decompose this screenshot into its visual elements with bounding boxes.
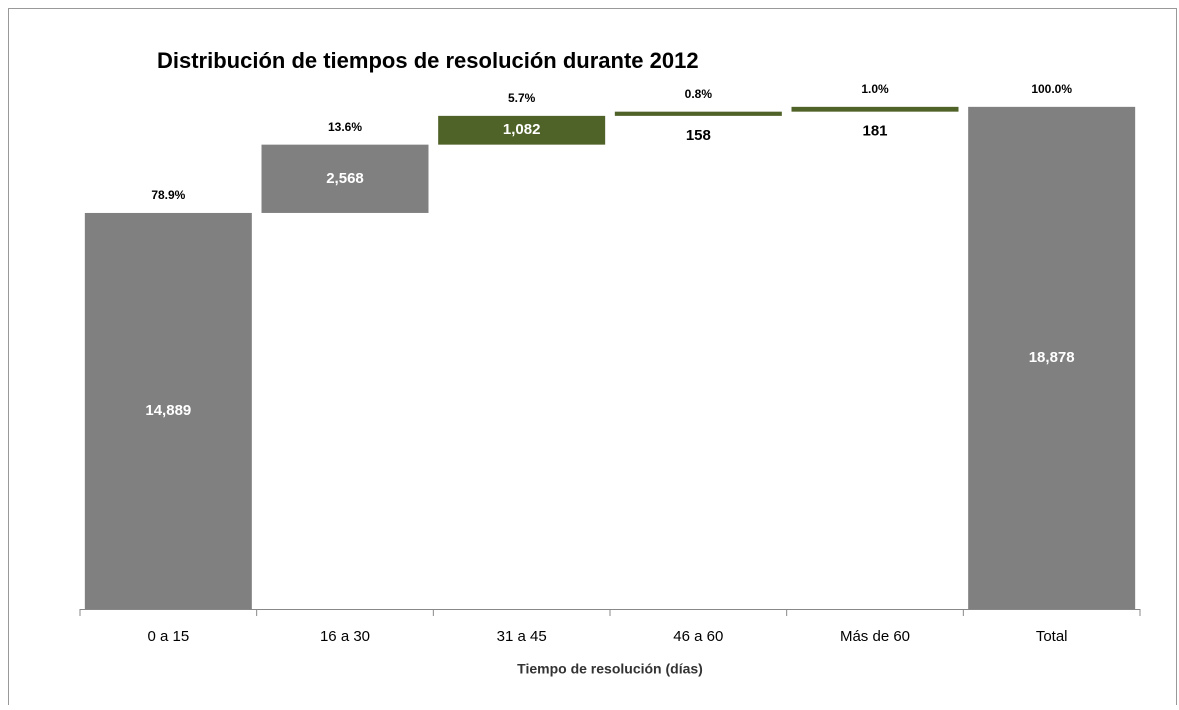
bar — [968, 106, 1136, 609]
percent-label: 78.9% — [151, 188, 185, 202]
bar — [438, 115, 606, 145]
percent-label: 5.7% — [508, 91, 536, 105]
x-tick-label: Total — [1036, 628, 1068, 645]
value-label: 2,568 — [326, 170, 364, 187]
x-tick-label: 31 a 45 — [497, 628, 547, 645]
bar — [84, 212, 252, 609]
x-tick-label: 16 a 30 — [320, 628, 370, 645]
percent-label: 100.0% — [1031, 82, 1072, 96]
value-label: 1,082 — [503, 121, 541, 138]
bar — [614, 111, 782, 116]
percent-label: 1.0% — [861, 82, 889, 96]
value-label: 18,878 — [1029, 349, 1075, 366]
x-tick-label: 0 a 15 — [147, 628, 189, 645]
value-label: 158 — [686, 127, 711, 144]
value-label: 14,889 — [145, 402, 191, 419]
x-axis-title: Tiempo de resolución (días) — [517, 661, 703, 677]
x-tick-label: Más de 60 — [840, 628, 910, 645]
x-tick-label: 46 a 60 — [673, 628, 723, 645]
percent-label: 13.6% — [328, 120, 362, 134]
percent-label: 0.8% — [685, 87, 713, 101]
bar — [791, 106, 959, 112]
value-label: 181 — [862, 123, 887, 140]
bar — [261, 144, 429, 213]
chart-title: Distribución de tiempos de resolución du… — [157, 48, 699, 73]
